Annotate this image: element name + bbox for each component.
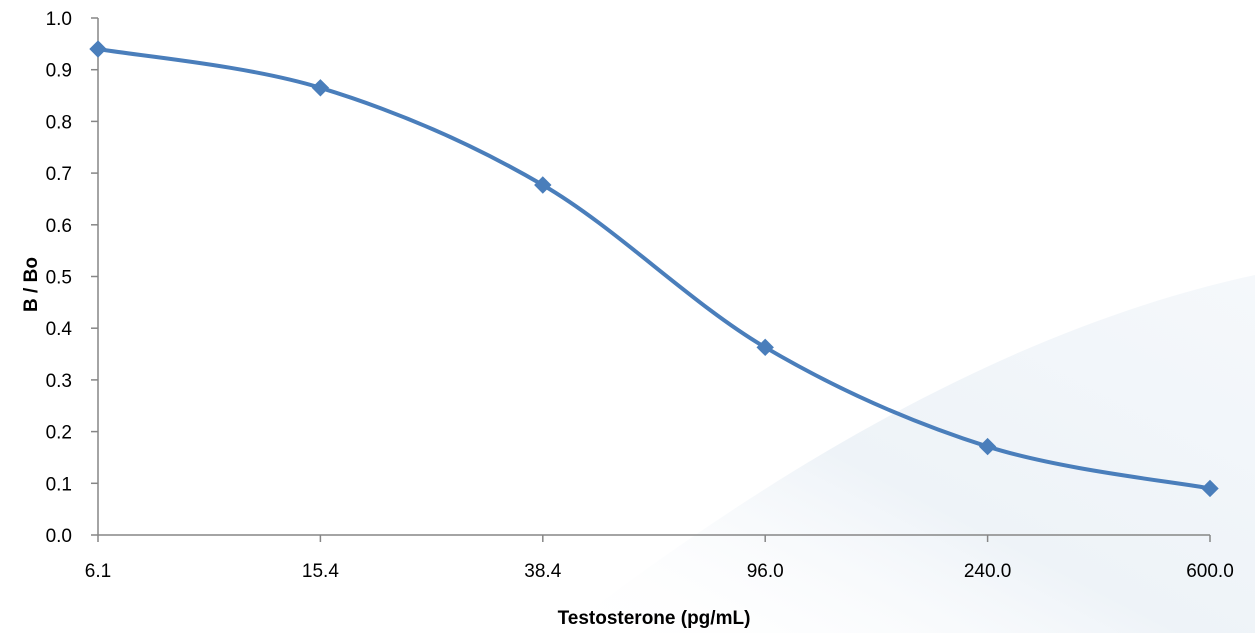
x-tick-label: 96.0 — [747, 561, 784, 582]
data-point-marker — [89, 40, 107, 58]
data-point-marker — [756, 338, 774, 357]
x-tick-label: 600.0 — [1186, 561, 1234, 582]
x-tick-label: 240.0 — [964, 561, 1012, 582]
y-axis-title: B / Bo — [21, 257, 42, 312]
data-point-marker — [978, 437, 997, 456]
y-tick-label: 0.2 — [46, 423, 72, 444]
data-point-marker — [1201, 479, 1219, 498]
x-tick-label: 38.4 — [524, 561, 561, 582]
y-tick-label: 0.7 — [46, 164, 72, 185]
y-tick-label: 0.0 — [46, 526, 72, 547]
y-tick-label: 0.8 — [46, 112, 72, 133]
x-tick-label: 15.4 — [302, 561, 339, 582]
x-axis-title: Testosterone (pg/mL) — [558, 608, 751, 629]
y-tick-label: 0.4 — [46, 319, 73, 340]
y-tick-label: 0.6 — [46, 216, 72, 237]
series-line — [96, 47, 1212, 491]
y-tick-label: 0.3 — [46, 371, 72, 392]
x-tick-label: 6.1 — [85, 561, 111, 582]
y-tick-label: 0.1 — [46, 474, 72, 495]
data-point-marker — [311, 79, 330, 97]
y-tick-label: 1.0 — [46, 9, 72, 30]
y-tick-label: 0.5 — [46, 268, 72, 289]
background-swoosh — [560, 275, 1255, 633]
y-tick-label: 0.9 — [46, 61, 72, 82]
data-point-marker — [534, 176, 552, 194]
